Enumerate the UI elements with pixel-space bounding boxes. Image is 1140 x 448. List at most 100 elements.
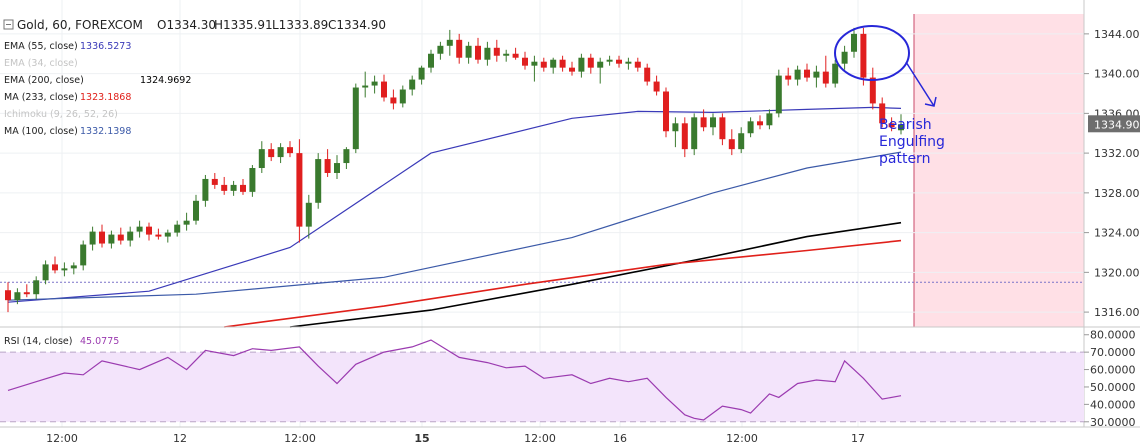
candle-body [559,59,566,68]
annotation-text-line-3: pattern [879,151,930,167]
time-tick-label: 17 [851,432,865,445]
candle [559,55,566,72]
candle [202,174,209,207]
candle-body [390,97,397,104]
candle [80,240,87,271]
candle-body [136,226,143,232]
chart-header: Gold, 60, FOREXCOM O1334.30 H1335.91 L13… [3,18,386,32]
candle-body [879,103,886,124]
candle [606,55,613,66]
candle [240,178,246,195]
candle [456,33,463,64]
rsi-band [0,352,1084,422]
candle [437,41,444,60]
price-axis[interactable]: 1344.001340.001336.001332.001328.001324.… [1084,28,1140,319]
candle [578,53,585,78]
candle-body [23,292,30,295]
candle [14,288,21,305]
candlestick-series [5,27,904,313]
rsi-line [7,339,902,421]
candle-body [569,67,575,72]
candle [89,226,96,251]
ma-100-line [7,151,902,301]
candle [418,65,425,85]
candle-body [550,59,557,68]
candle-body [324,159,331,173]
candle-body [606,59,613,62]
candle-body [785,75,792,80]
candle [277,143,284,164]
candle [155,228,162,240]
candle [371,75,378,94]
time-axis[interactable]: 12:00 12 12:00 15 12:00 16 12:00 17 [46,432,865,445]
candle [23,284,30,298]
candle-body [465,45,472,58]
candle [747,117,754,138]
candle [136,220,143,238]
time-tick-label: 12:00 [726,432,758,445]
candle [625,57,632,70]
collapse-toggle-icon[interactable] [3,19,14,30]
candle-body [578,57,585,72]
legend-row: EMA (55, close) 1336.5273 [4,41,131,52]
time-tick-label: 12:00 [284,432,316,445]
candle-body [428,53,434,68]
candle-body [587,57,594,68]
legend-name: EMA (34, close) [4,58,78,69]
current-price-tag: 1334.90 [1088,115,1140,133]
candle [512,47,519,60]
legend-value: 1323.1868 [80,92,131,103]
candle-body [503,53,510,56]
symbol-title: Gold, 60, FOREXCOM [17,18,143,32]
candle-body [362,85,369,88]
candle [493,39,500,62]
candle [230,180,237,196]
candle-body [493,47,500,56]
candle-body [14,292,21,301]
candle-body [738,133,745,150]
candle [70,262,77,275]
candle-body [728,139,735,150]
projection-zone [914,14,1084,327]
rsi-tick-label: 80.0000 [1090,329,1136,342]
rsi-axis[interactable]: 80.0000 70.0000 60.0000 50.0000 40.0000 30.00… [1084,329,1136,429]
time-tick-label: 12 [173,432,187,445]
legend-name: EMA (200, close) [4,75,84,86]
time-tick-label: 12:00 [524,432,556,445]
candle-body [211,178,218,185]
candle [465,41,472,64]
candle-body [42,264,49,281]
candle-body [757,121,763,126]
candle-body [813,71,820,78]
candle-body [409,79,416,90]
candle [399,85,406,108]
candle [681,117,688,158]
price-tick-label: 1328.00 [1094,187,1140,200]
candle [691,113,698,156]
candle [164,229,171,243]
candle-body [437,45,444,54]
candle-body [381,81,387,98]
candle-body [146,226,152,235]
candle [785,67,792,86]
ma-233-line [224,239,902,328]
candle-body [625,61,632,64]
candle [287,141,293,158]
candle-body [710,117,716,128]
time-tick-label: 12:00 [46,432,78,445]
candle-body [33,280,40,295]
candle-body [240,184,246,192]
candle-body [305,202,312,227]
candle-body [898,124,904,131]
candle-body [5,290,11,301]
candle [522,51,528,70]
candle-body [334,163,340,173]
candle [61,262,68,277]
rsi-value: 45.0775 [80,336,119,347]
candle-body [277,147,284,158]
rsi-tick-label: 50.0000 [1090,381,1136,394]
candle-body [522,57,528,66]
candle [446,29,453,56]
rsi-tick-label: 60.0000 [1090,364,1136,377]
candle [52,256,58,274]
